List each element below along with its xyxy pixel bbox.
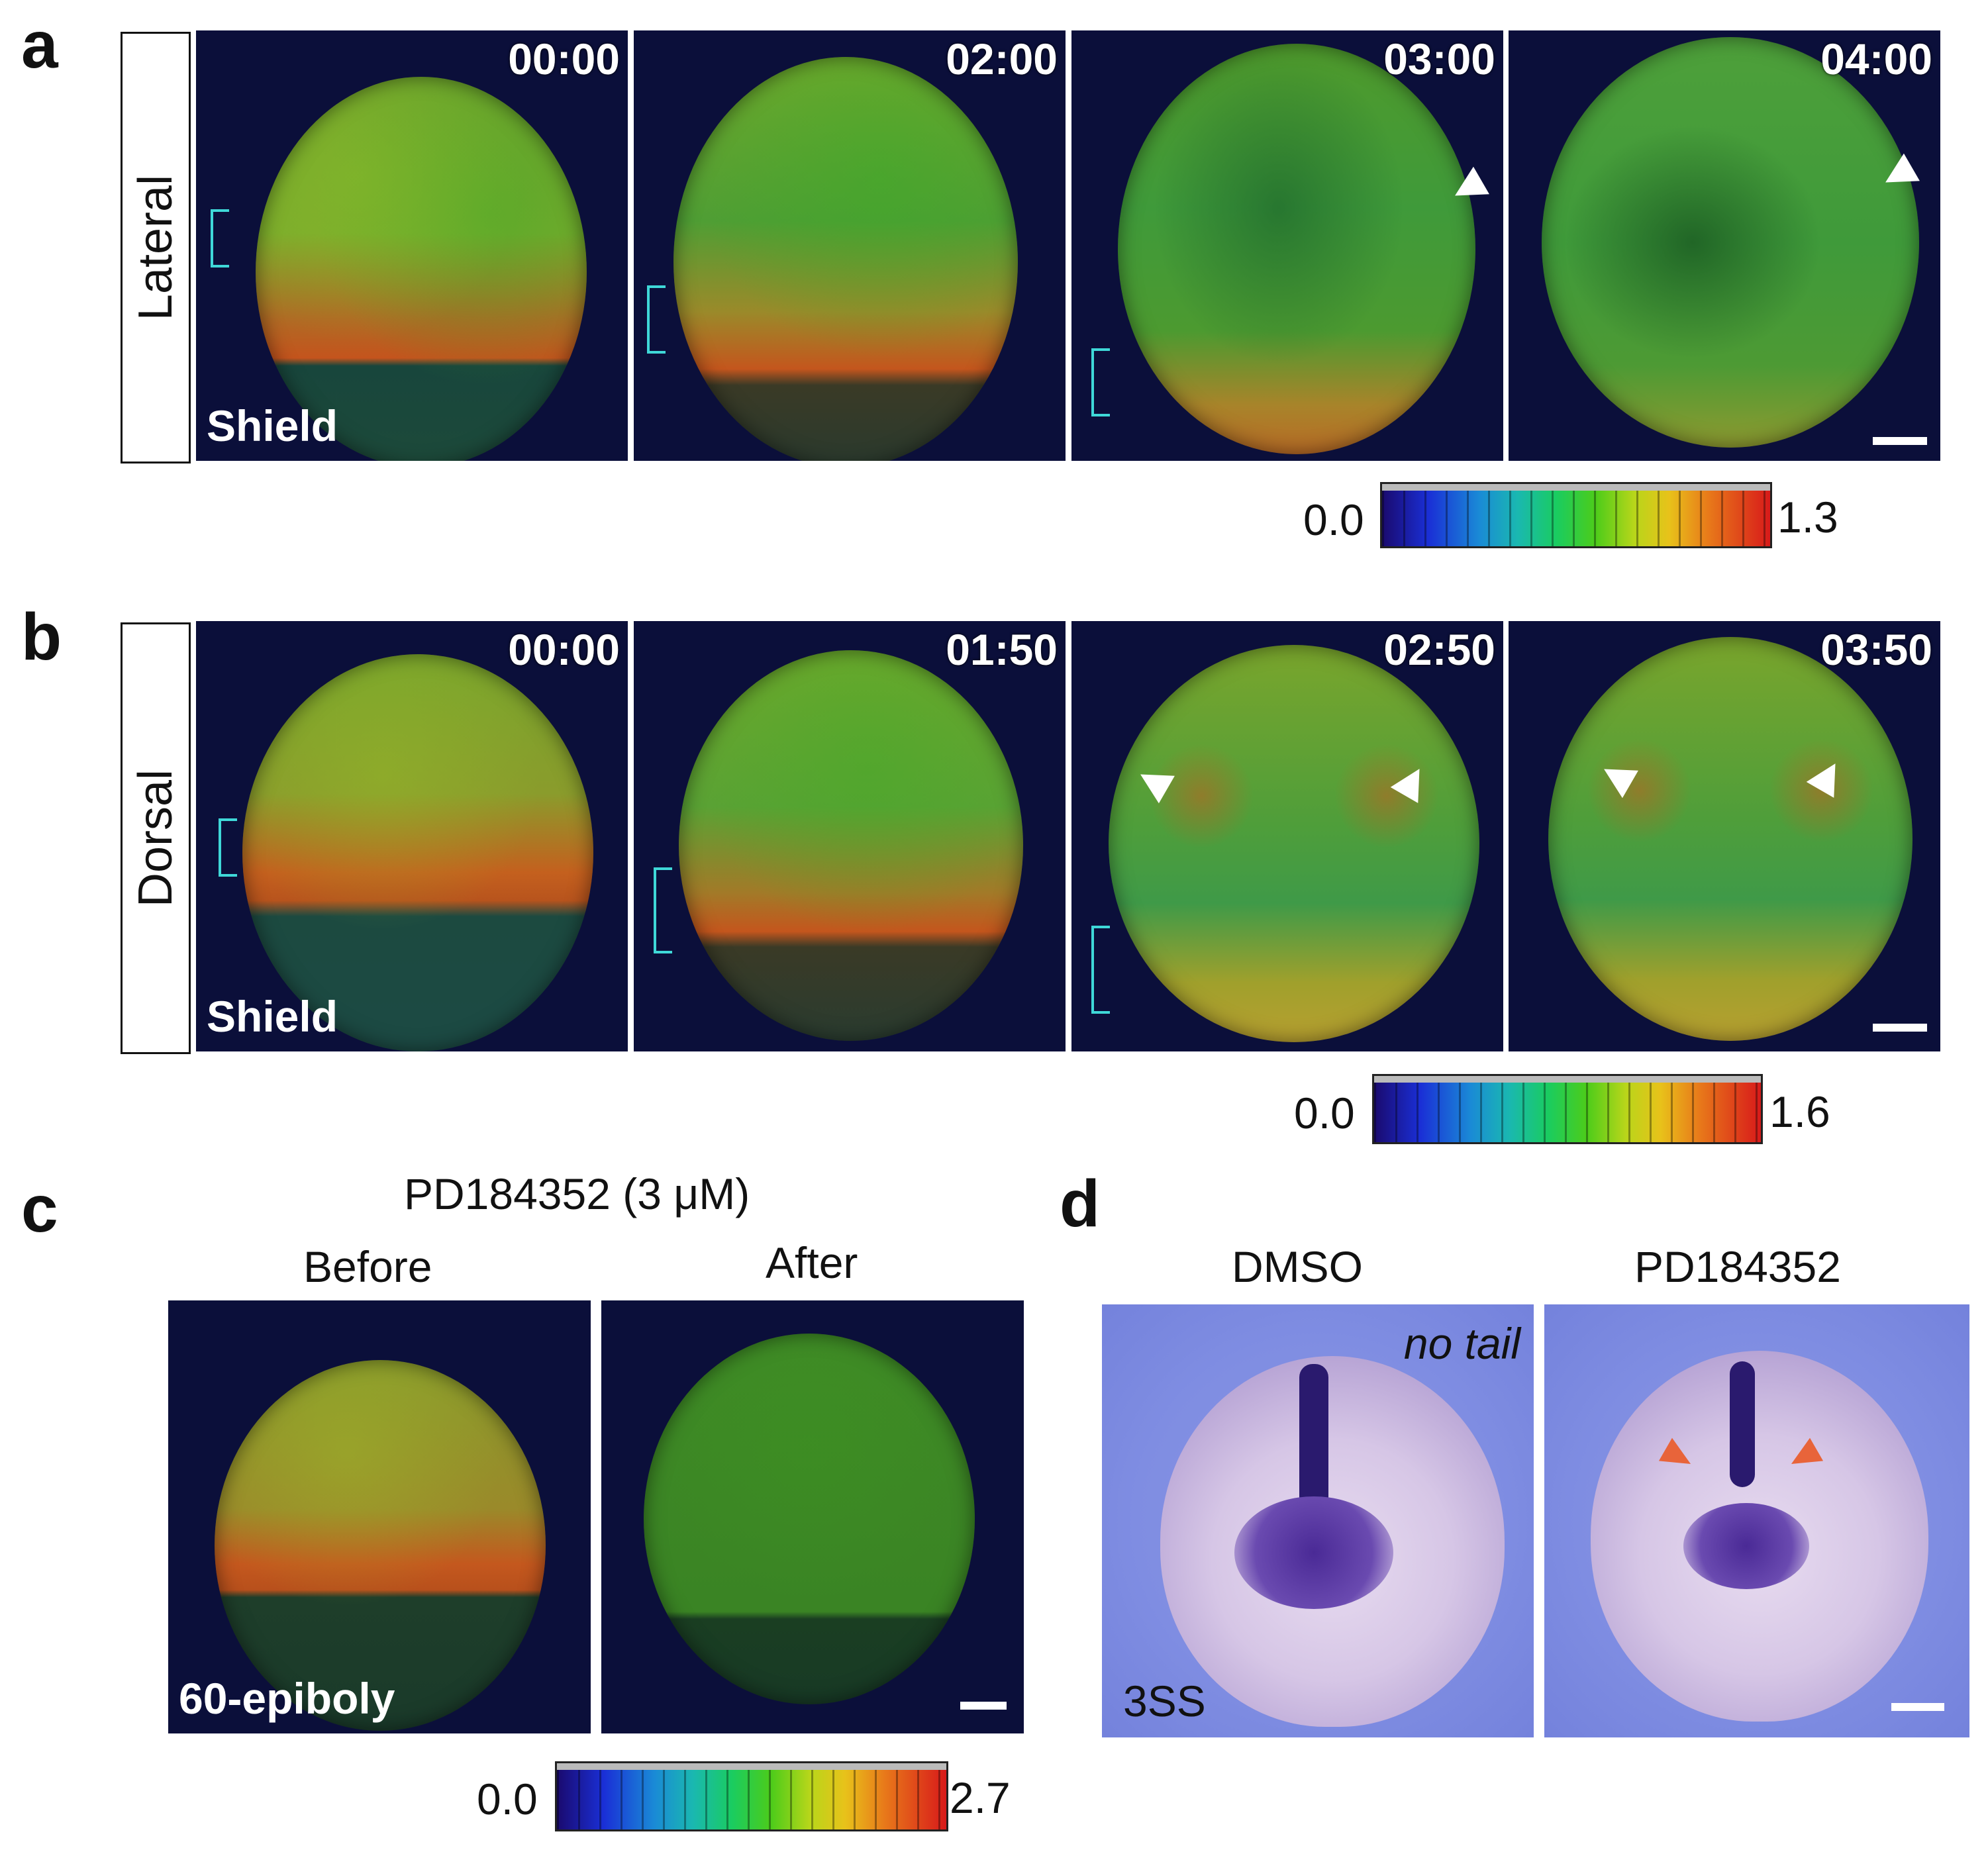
tailbud-stain (1683, 1503, 1809, 1589)
panel-a-frame-1: 00:00 Shield (196, 30, 628, 461)
embryo-image (679, 650, 1023, 1041)
time-label: 00:00 (508, 625, 620, 674)
after-label: After (766, 1238, 858, 1287)
stage-label: Shield (207, 992, 338, 1041)
embryo-image (1542, 37, 1919, 448)
panel-c-frame-after (601, 1300, 1024, 1733)
panel-letter-b: b (21, 600, 62, 674)
colorbar-min-label: 0.0 (1294, 1089, 1355, 1138)
time-label: 00:00 (508, 34, 620, 83)
cyan-bracket (647, 285, 666, 354)
colorbar-min-label: 0.0 (477, 1775, 538, 1824)
embryo-image (673, 57, 1018, 461)
time-label: 03:00 (1383, 34, 1495, 83)
panel-c-frame-before: 60-epiboly (168, 1300, 591, 1733)
cyan-bracket (219, 818, 237, 877)
colorbar-max-label: 2.7 (950, 1773, 1011, 1822)
embryo-image (256, 77, 587, 461)
embryo-image (242, 654, 593, 1051)
before-label: Before (303, 1242, 432, 1291)
colorbar-min-label: 0.0 (1303, 495, 1364, 544)
panel-b-frame-4: 03:50 (1509, 621, 1940, 1051)
panel-a-frame-3: 03:00 (1071, 30, 1503, 461)
scale-bar (1873, 437, 1927, 445)
stage-label: 60-epiboly (179, 1674, 395, 1723)
dorsal-label-box: Dorsal (121, 622, 191, 1054)
inhibitor-label: PD184352 (1634, 1242, 1841, 1291)
time-label: 02:00 (946, 34, 1058, 83)
colorbar-max-label: 1.6 (1769, 1087, 1830, 1136)
time-label: 01:50 (946, 625, 1058, 674)
panel-b-frame-2: 01:50 (634, 621, 1066, 1051)
stage-label: 3SS (1123, 1677, 1206, 1726)
colorbar-a (1380, 482, 1772, 548)
tailbud-stain (1234, 1496, 1393, 1609)
stage-label: Shield (207, 401, 338, 450)
embryo-image (1548, 637, 1913, 1041)
panel-letter-c: c (21, 1172, 58, 1246)
embryo-image (215, 1360, 546, 1731)
lateral-label: Lateral (129, 174, 182, 321)
cyan-bracket (211, 209, 229, 268)
panel-d-image-inhibitor (1544, 1304, 1969, 1737)
treatment-title: PD184352 (3 μM) (404, 1169, 750, 1218)
time-label: 02:50 (1383, 625, 1495, 674)
cyan-bracket (1091, 926, 1110, 1014)
panel-a-frame-4: 04:00 (1509, 30, 1940, 461)
panel-letter-a: a (21, 8, 58, 82)
gene-label: no tail (1403, 1319, 1520, 1368)
embryo-image (1118, 44, 1475, 454)
dmso-label: DMSO (1232, 1242, 1363, 1291)
embryo-image (1109, 645, 1479, 1042)
panel-a-frame-2: 02:00 (634, 30, 1066, 461)
cyan-bracket (1091, 348, 1110, 416)
colorbar-max-label: 1.3 (1777, 493, 1838, 542)
panel-b-frame-3: 02:50 (1071, 621, 1503, 1051)
colorbar-c (555, 1761, 948, 1831)
lateral-label-box: Lateral (121, 32, 191, 463)
embryo-image (644, 1334, 975, 1704)
scale-bar (960, 1702, 1007, 1710)
scale-bar (1891, 1703, 1944, 1711)
panel-d-image-dmso: no tail 3SS (1102, 1304, 1534, 1737)
scale-bar (1873, 1024, 1927, 1032)
time-label: 04:00 (1820, 34, 1932, 83)
time-label: 03:50 (1820, 625, 1932, 674)
notochord-stain (1730, 1361, 1755, 1487)
panel-b-frame-1: 00:00 Shield (196, 621, 628, 1051)
cyan-bracket (654, 867, 672, 953)
panel-letter-d: d (1060, 1167, 1101, 1241)
colorbar-b (1372, 1074, 1763, 1144)
dorsal-label: Dorsal (129, 769, 182, 908)
